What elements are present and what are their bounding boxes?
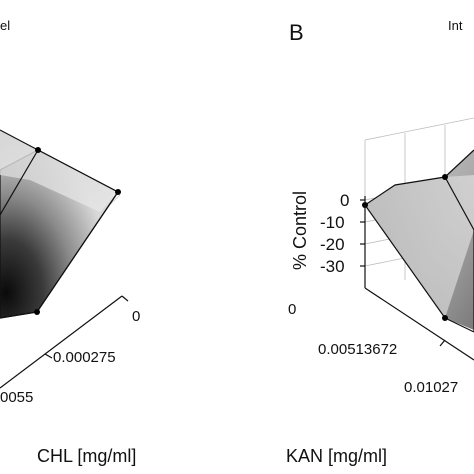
panel-b-letter: B [289,20,304,45]
panel-a-title: el [0,18,10,33]
panel-b-axis-label: KAN [mg/ml] [286,446,387,466]
panel-b-title: Int [448,18,463,33]
panel-b-base-axis [364,287,474,361]
panel-a-axis-label: CHL [mg/ml] [37,446,136,466]
panel-a-tick-label: 0055 [0,389,33,406]
panel-b-z-axis [360,196,366,288]
panel-b-z-tick-label: -10 [320,213,345,232]
panel-a-tick-label: 0.000275 [53,349,116,366]
panel-b: B Int [286,18,474,466]
panel-b-z-tick-label: -30 [320,257,345,276]
panel-a-node [35,147,41,153]
panel-a-surface-upper [0,130,118,212]
panel-a: el [0,18,140,466]
panel-b-z-axis-label: % Control [290,191,310,270]
panel-b-surface-front [365,175,474,318]
panel-a-surface [0,129,121,319]
panel-a-node [115,189,121,195]
panel-b-tick-label: 0.01027 [404,379,458,396]
panel-b-z-tick-label: 0 [340,191,349,210]
panel-a-node [34,309,40,315]
panel-a-axis [0,295,129,389]
panel-b-tick-label: 0.00513672 [318,341,397,358]
panel-b-tick-label: 0 [288,301,296,318]
panel-b-z-tick-label: -20 [320,235,345,254]
panel-b-mesh [364,149,474,333]
panel-a-tick-label: 0 [132,308,140,325]
panel-b-node [442,315,448,321]
panel-b-surface [362,149,474,333]
panel-b-node [442,174,448,180]
